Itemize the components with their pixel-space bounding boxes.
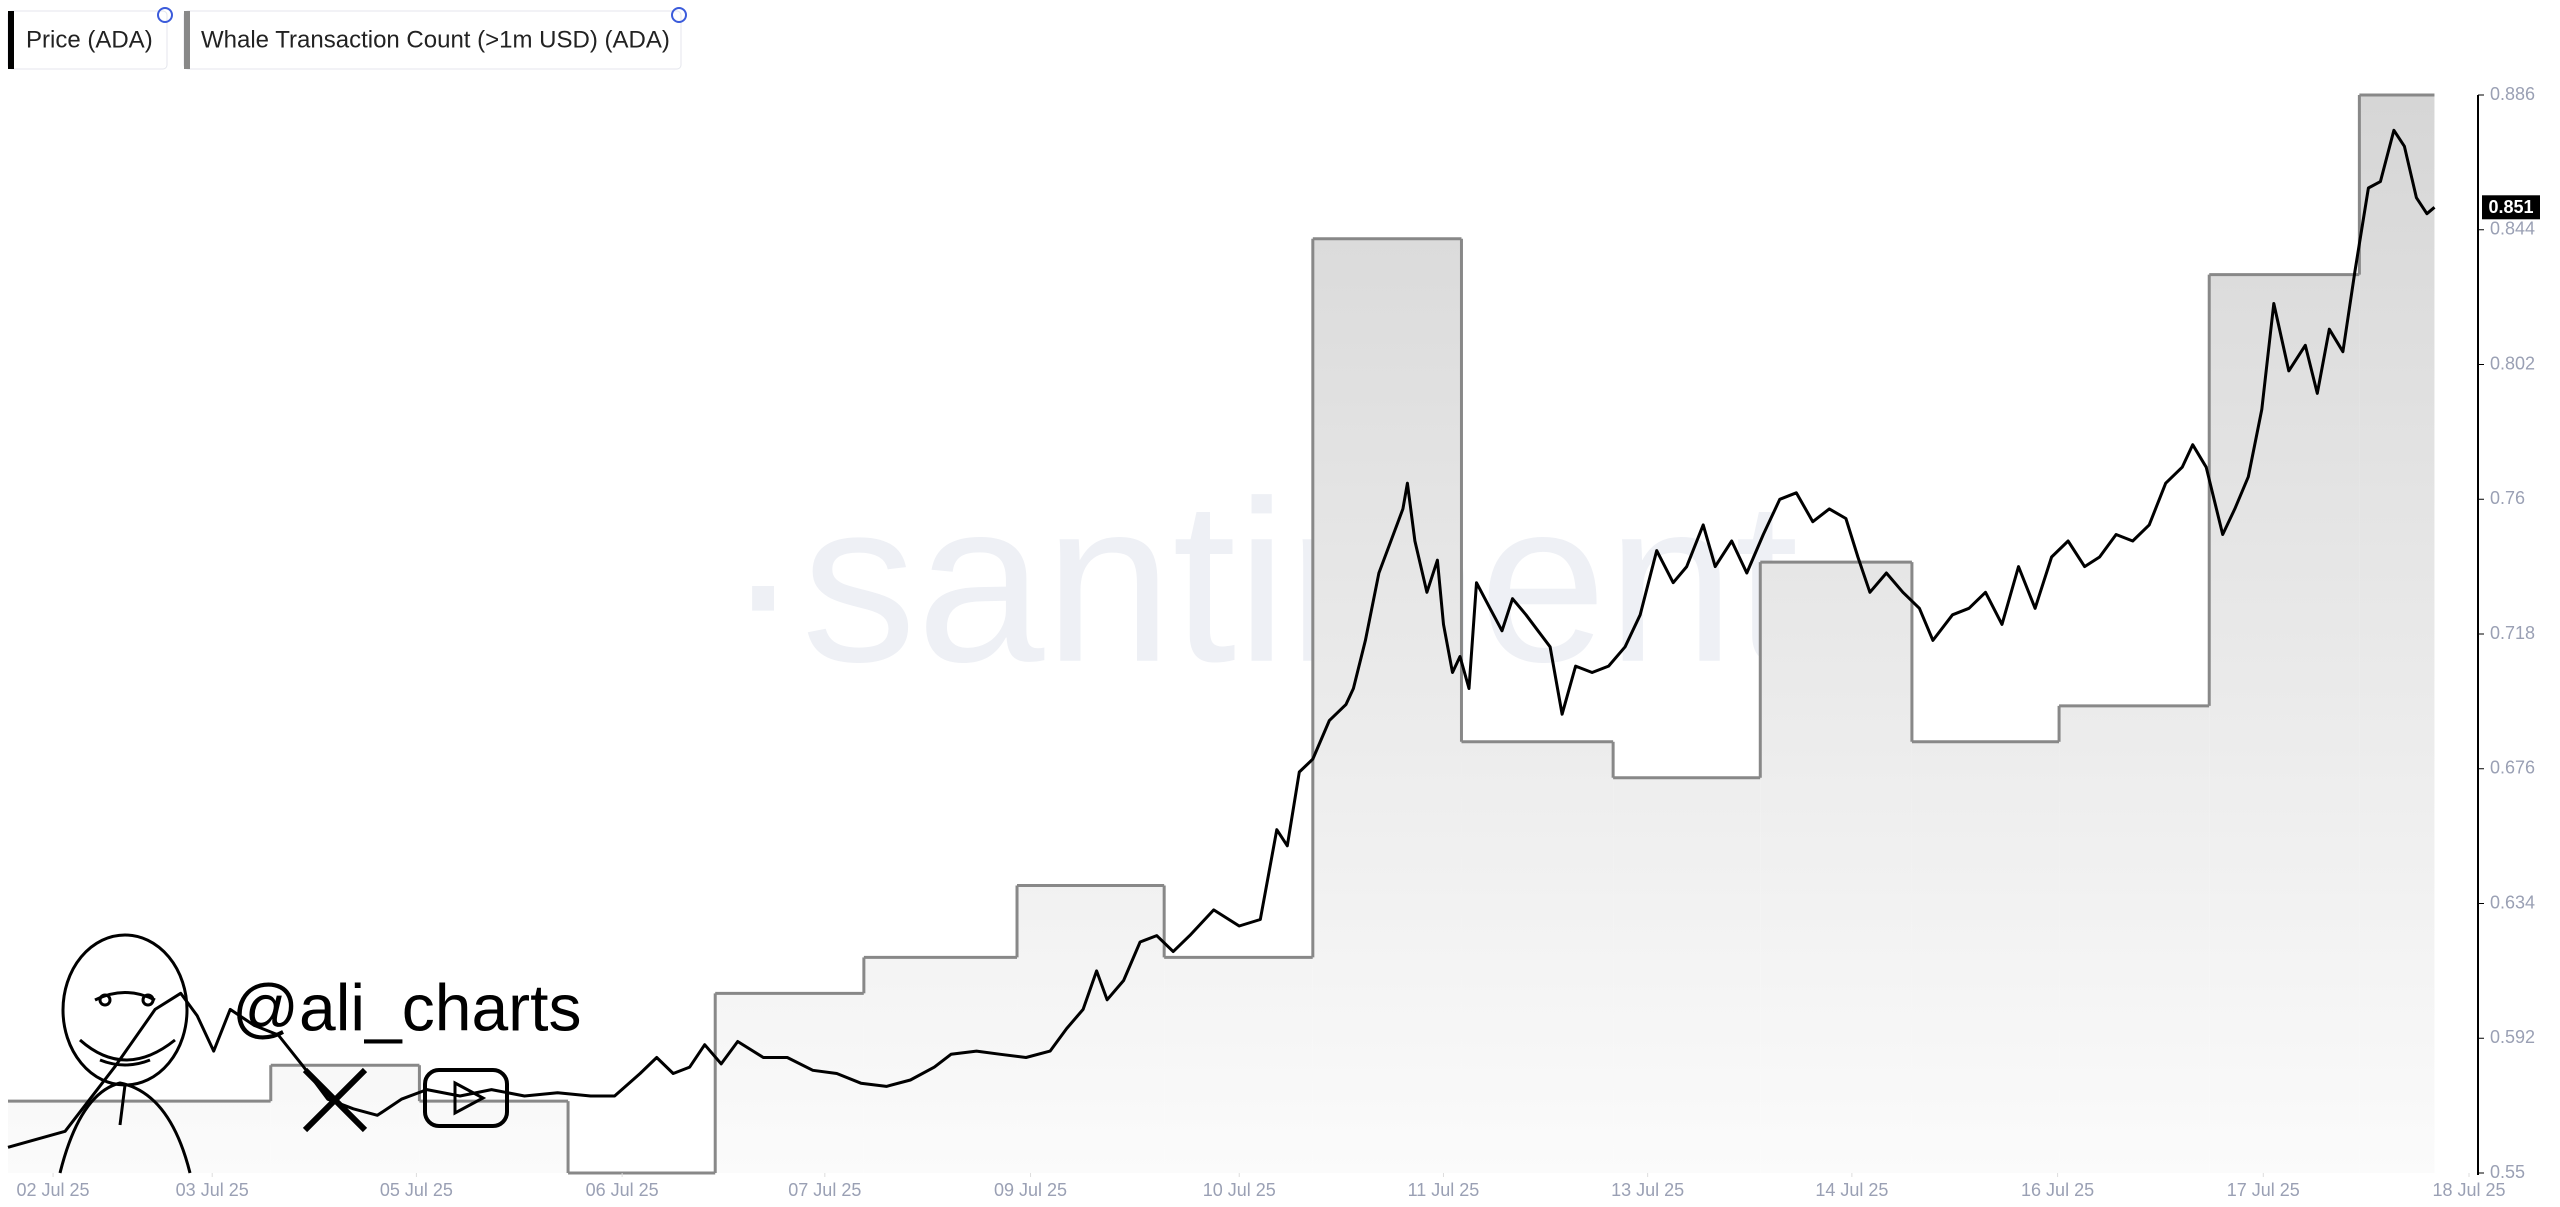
whale-step-area — [8, 1101, 271, 1173]
whale-step-area — [1164, 957, 1313, 1173]
price-line — [7, 128, 2436, 1149]
y-tick-label: 0.802 — [2490, 353, 2535, 373]
whale-step-area — [2359, 95, 2435, 1173]
x-tick-label: 03 Jul 25 — [176, 1180, 249, 1200]
whale-step-area — [419, 1101, 569, 1173]
whale-step-area — [270, 1065, 420, 1173]
x-tick-label: 14 Jul 25 — [1815, 1180, 1888, 1200]
whale-step-area — [1911, 741, 2060, 1173]
legend-swatch — [8, 11, 14, 69]
y-tick-label: 0.718 — [2490, 623, 2535, 643]
youtube-play — [453, 1080, 487, 1116]
settings-icon[interactable] — [157, 7, 173, 23]
whale-step-area — [1760, 562, 1912, 1173]
whale-step-area — [1312, 238, 1462, 1173]
whale-step-area — [1461, 741, 1614, 1173]
y-tick-label: 0.676 — [2490, 758, 2535, 778]
whale-step-area — [715, 993, 864, 1173]
whale-step-area — [1613, 777, 1761, 1173]
x-tick-label: 18 Jul 25 — [2432, 1180, 2505, 1200]
x-tick-label: 11 Jul 25 — [1408, 1180, 1480, 1200]
legend-label[interactable]: Whale Transaction Count (>1m USD) (ADA) — [201, 26, 670, 53]
watermark: ·santiment· — [725, 453, 1875, 710]
settings-icon[interactable] — [671, 7, 687, 23]
whale-step-area — [863, 957, 1018, 1173]
x-tick-label: 07 Jul 25 — [788, 1180, 861, 1200]
x-tick-label: 05 Jul 25 — [380, 1180, 453, 1200]
x-tick-label: 09 Jul 25 — [994, 1180, 1067, 1200]
author-doodle — [58, 933, 192, 1174]
y-tick-label: 0.55 — [2490, 1162, 2525, 1182]
whale-step-area — [2059, 705, 2210, 1173]
whale-step-area — [2209, 274, 2360, 1174]
y-tick-label: 0.76 — [2490, 488, 2525, 508]
x-tick-label: 02 Jul 25 — [17, 1180, 90, 1200]
whale-step-area — [1017, 885, 1165, 1173]
x-tick-label: 17 Jul 25 — [2227, 1180, 2300, 1200]
x-tick-label: 13 Jul 25 — [1611, 1180, 1684, 1200]
youtube-logo — [423, 1068, 509, 1128]
plot-area — [7, 93, 2436, 1175]
last-price-label: 0.851 — [2488, 197, 2533, 217]
author-handle: @ali_charts — [232, 970, 581, 1044]
y-tick-label: 0.634 — [2490, 892, 2535, 912]
y-tick-label: 0.844 — [2490, 219, 2535, 239]
x-tick-label: 16 Jul 25 — [2021, 1180, 2094, 1200]
y-tick-label: 0.886 — [2490, 84, 2535, 104]
legend-label[interactable]: Price (ADA) — [26, 26, 153, 53]
x-tick-label: 10 Jul 25 — [1203, 1180, 1276, 1200]
y-tick-label: 0.592 — [2490, 1027, 2535, 1047]
legend-swatch — [184, 11, 190, 69]
x-tick-label: 06 Jul 25 — [586, 1180, 659, 1200]
last-price-box — [2482, 195, 2540, 220]
x-logo — [302, 1067, 368, 1133]
